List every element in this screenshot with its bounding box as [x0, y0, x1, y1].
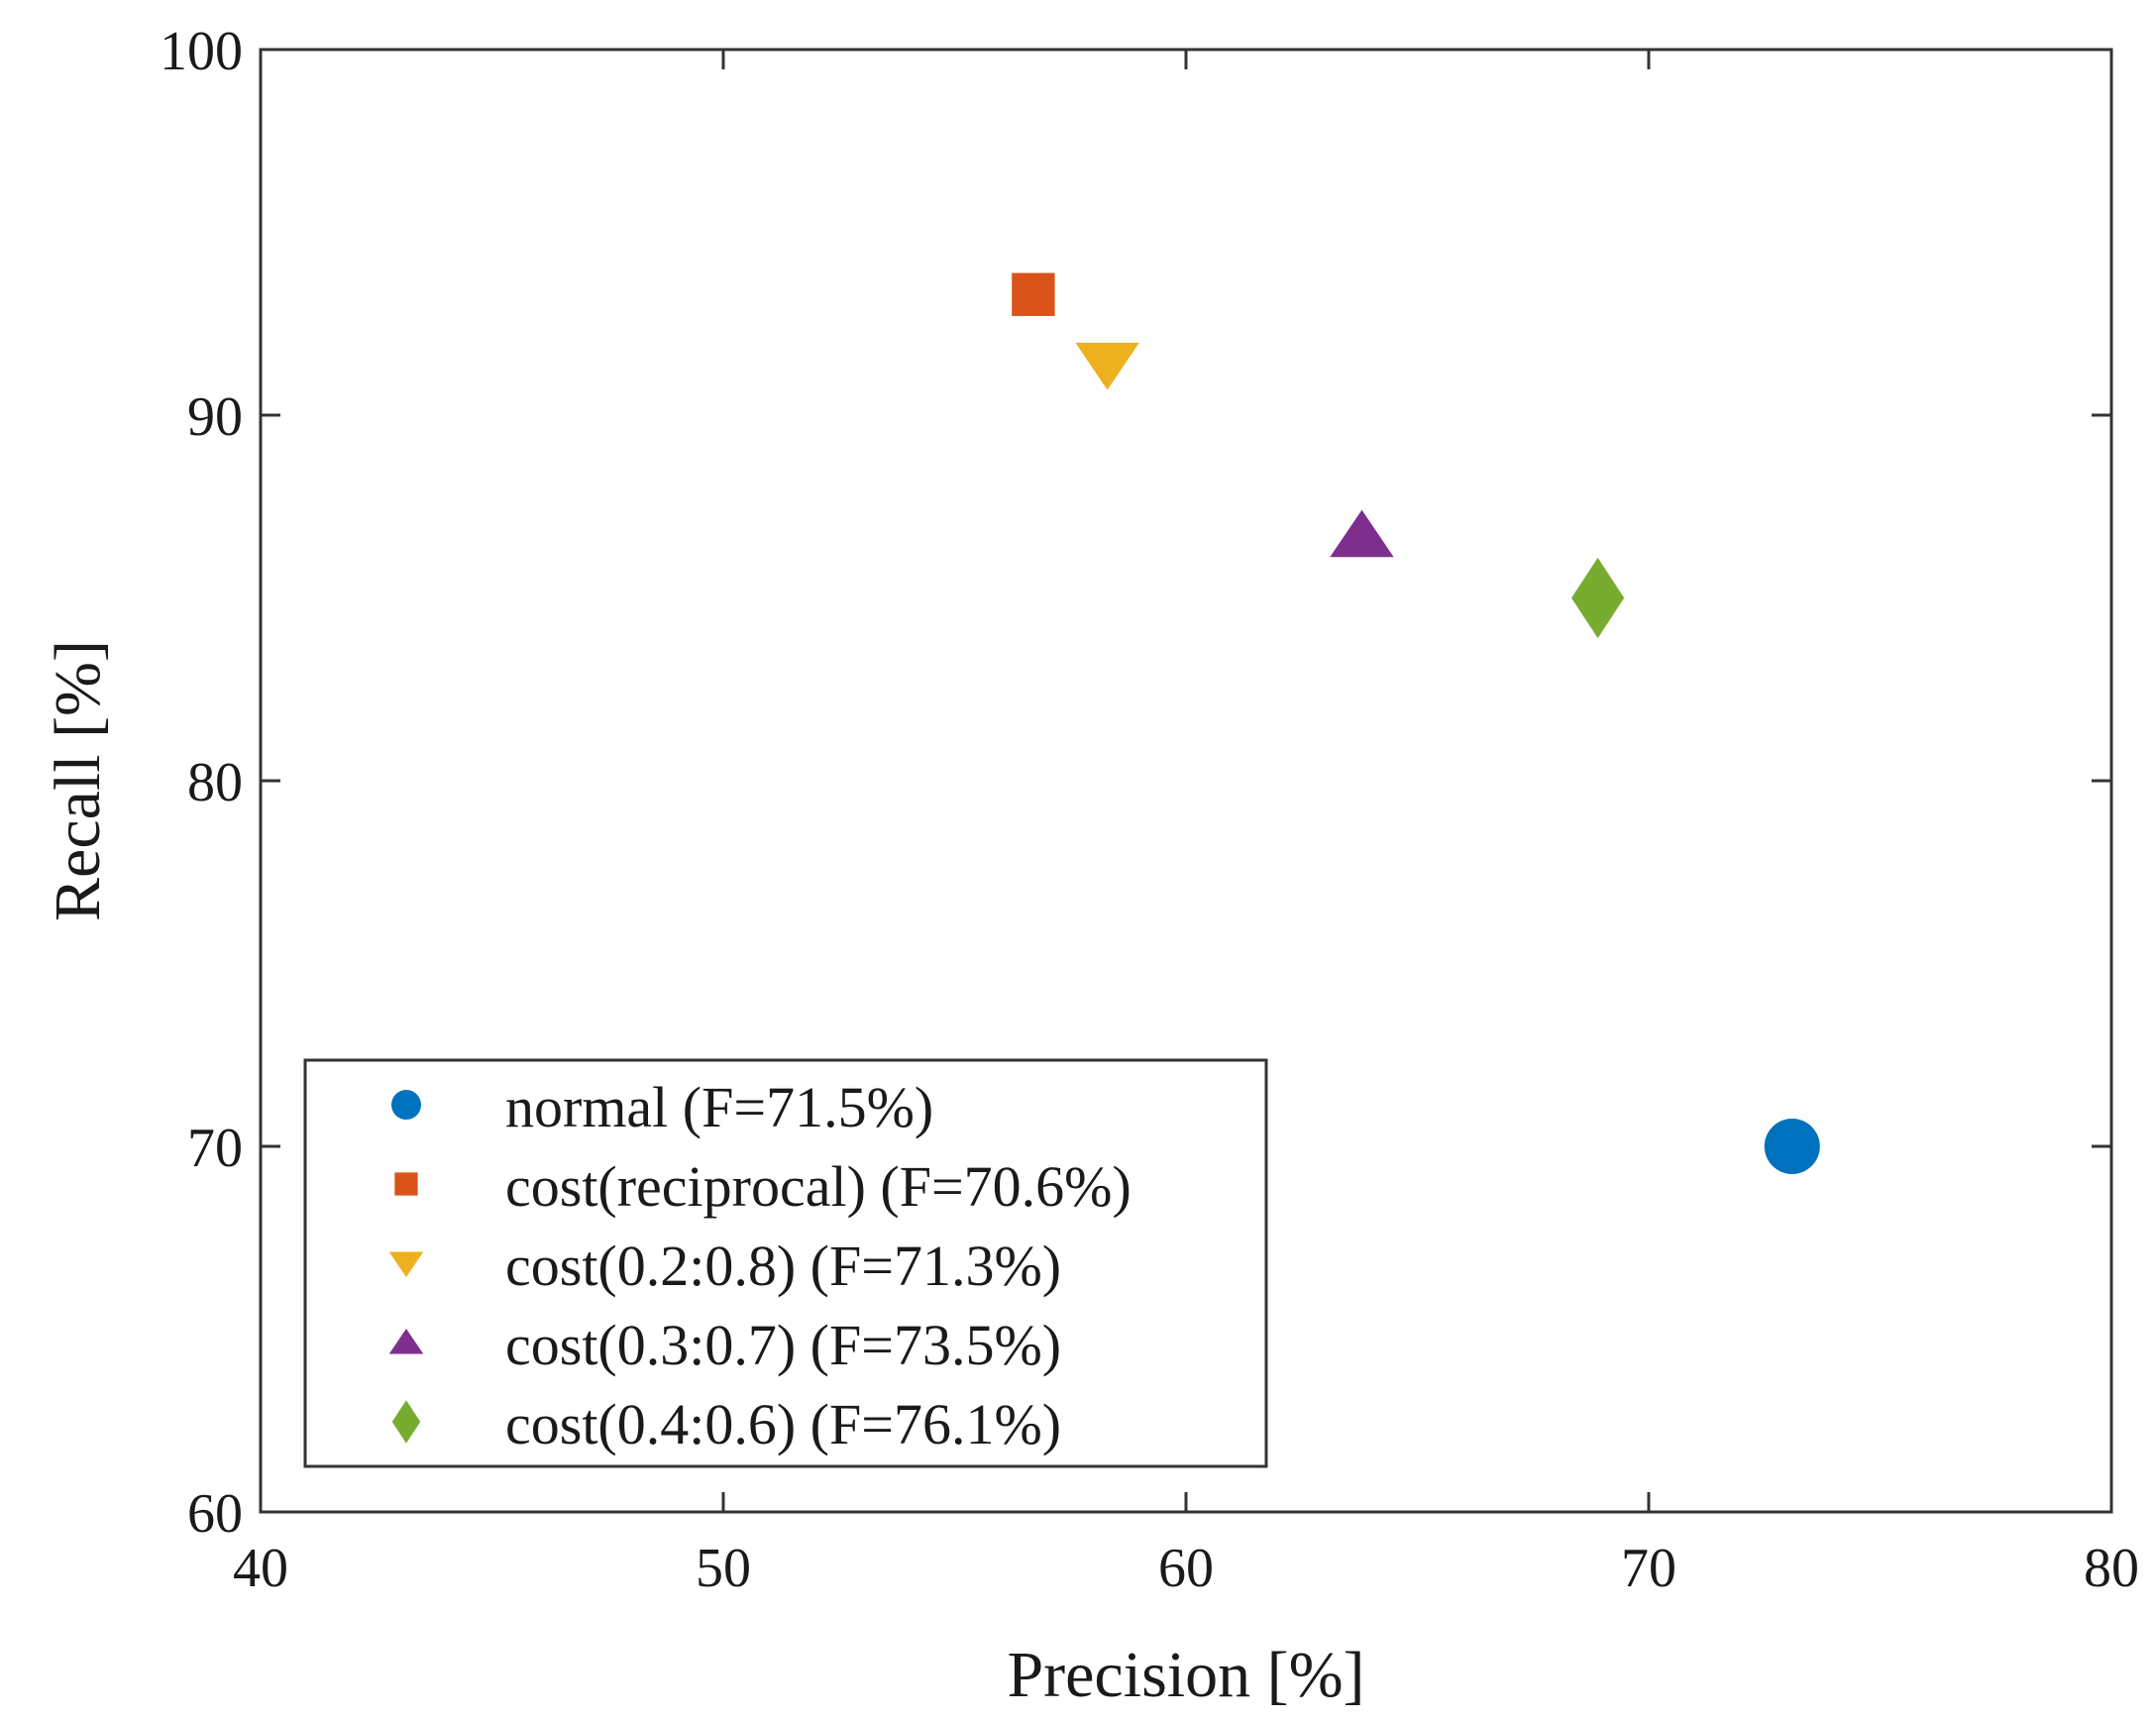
- data-markers: [1012, 272, 1820, 1174]
- y-tick-label: 60: [187, 1483, 243, 1545]
- data-point-circle: [1764, 1119, 1820, 1174]
- legend-label: cost(0.2:0.8) (F=71.3%): [505, 1234, 1061, 1298]
- legend-marker-triangle-up: [388, 1328, 424, 1354]
- x-tick-label: 70: [1621, 1538, 1676, 1599]
- x-tick-label: 40: [233, 1538, 288, 1599]
- y-tick-label: 100: [160, 21, 243, 82]
- legend-marker-diamond: [391, 1400, 421, 1444]
- x-tick-label: 50: [696, 1538, 751, 1599]
- legend-box: [303, 1058, 1268, 1468]
- data-point-diamond: [1571, 557, 1625, 639]
- x-axis-title: Precision [%]: [1007, 1639, 1364, 1711]
- y-tick-label: 80: [187, 752, 243, 813]
- legend-label: normal (F=71.5%): [505, 1075, 933, 1139]
- plot-frame: [259, 48, 2113, 1514]
- data-point-triangle-down: [1075, 342, 1139, 390]
- legend: normal (F=71.5%) cost(reciprocal) (F=70.6…: [303, 1058, 1268, 1468]
- y-tick-label: 90: [187, 386, 243, 448]
- data-point-square: [1012, 272, 1055, 316]
- x-tick-label: 80: [2084, 1538, 2139, 1599]
- y-tick-label: 70: [187, 1118, 243, 1179]
- legend-label: cost(reciprocal) (F=70.6%): [505, 1154, 1132, 1219]
- legend-marker-triangle-down: [388, 1251, 424, 1278]
- tick-labels: 40 50 60 70 80 60 70 80 90 100: [160, 21, 2139, 1599]
- data-point-triangle-up: [1330, 509, 1394, 558]
- x-tick-label: 60: [1158, 1538, 1214, 1599]
- legend-label: cost(0.4:0.6) (F=76.1%): [505, 1392, 1061, 1456]
- legend-marker-square: [394, 1172, 418, 1196]
- y-axis-title: Recall [%]: [42, 640, 114, 921]
- legend-marker-circle: [391, 1090, 421, 1120]
- legend-label: cost(0.3:0.7) (F=73.5%): [505, 1313, 1061, 1377]
